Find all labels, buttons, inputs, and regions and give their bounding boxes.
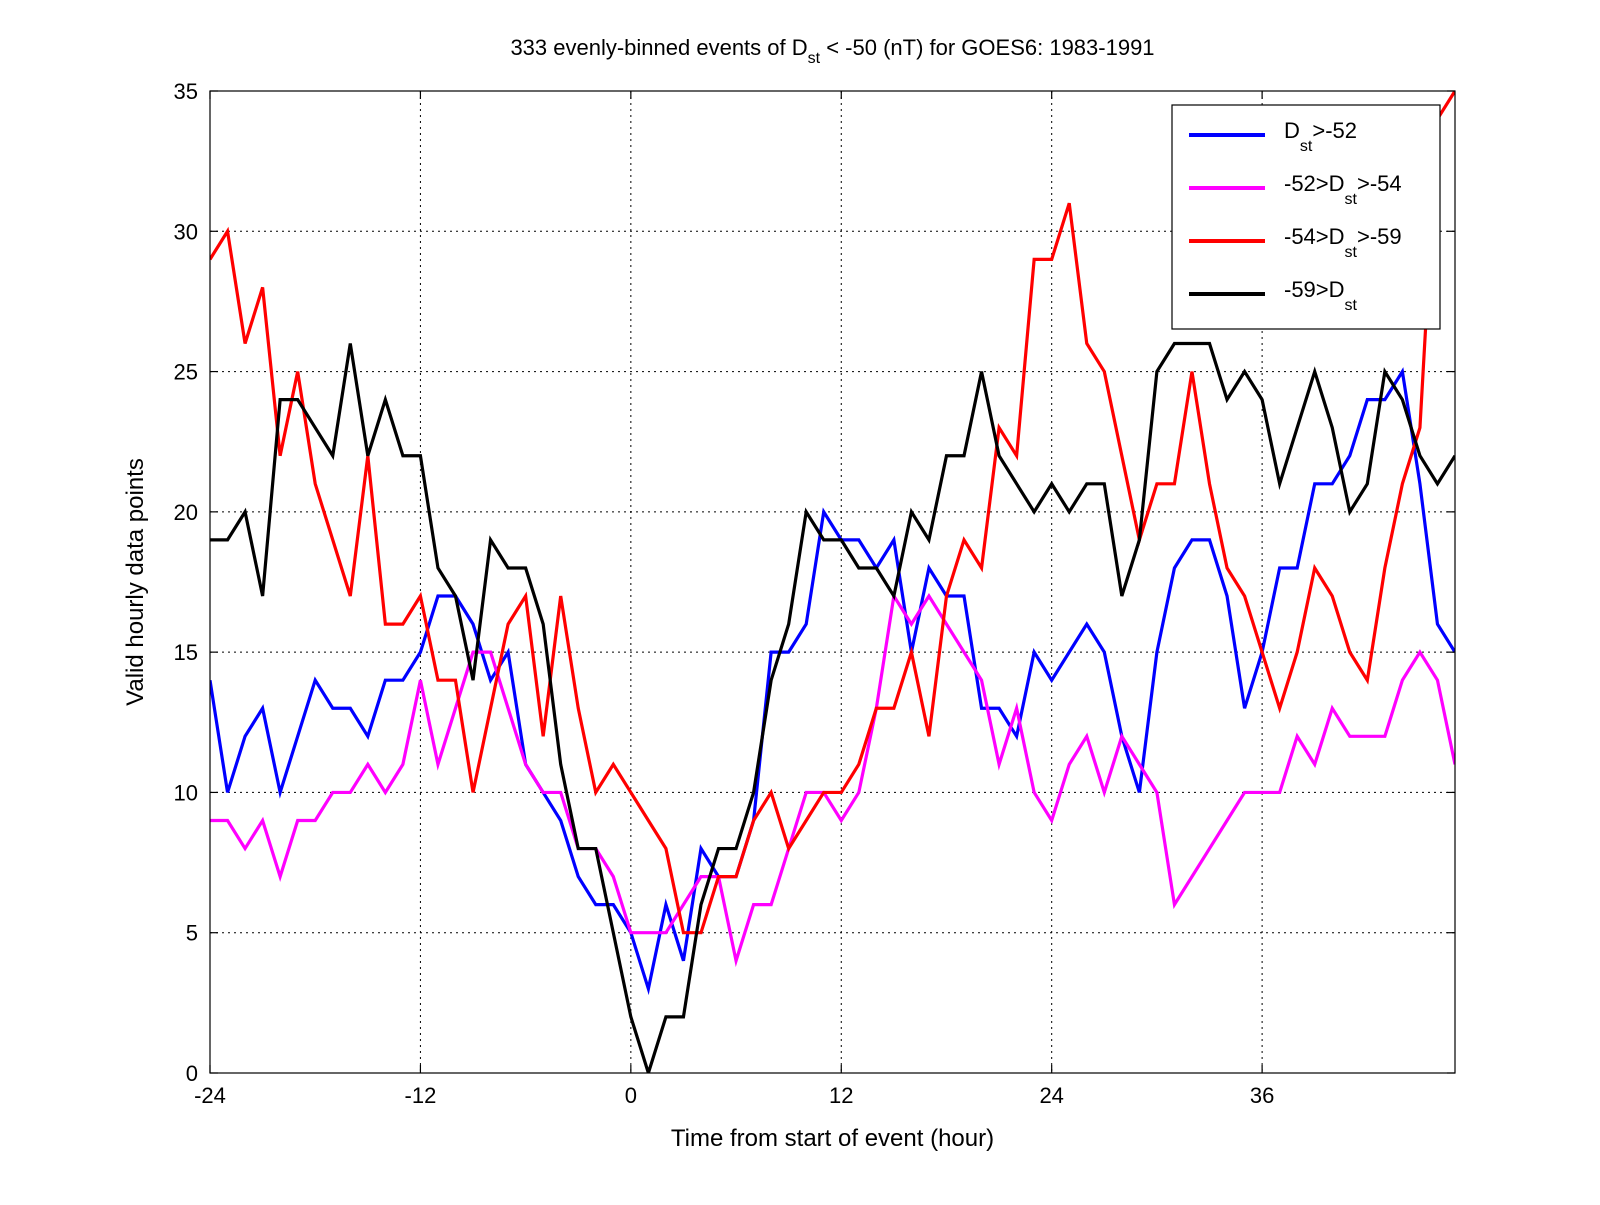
x-tick-label: 36: [1250, 1083, 1274, 1108]
series-line-1: [210, 367, 1455, 996]
legend-label-1: Dst>-52: [1284, 118, 1357, 155]
legend-label-suffix: >-54: [1357, 171, 1402, 196]
x-tick-label: 24: [1039, 1083, 1063, 1108]
chart-title: 333 evenly-binned events of Dst < -50 (n…: [510, 35, 1154, 67]
y-tick-label: 10: [174, 780, 198, 805]
legend-label-prefix: -59>D: [1284, 277, 1345, 302]
legend-label-suffix: >-59: [1357, 224, 1402, 249]
legend-label-2: -52>Dst>-54: [1284, 171, 1402, 208]
series-line-4: [210, 341, 1455, 1073]
y-tick-label: 30: [174, 219, 198, 244]
legend-label-subscript: st: [1300, 138, 1313, 155]
legend-label-prefix: -54>D: [1284, 224, 1345, 249]
legend-label-prefix: D: [1284, 118, 1300, 143]
x-tick-label: -12: [405, 1083, 437, 1108]
y-tick-label: 35: [174, 79, 198, 104]
legend-label-4: -59>Dst: [1284, 277, 1358, 314]
y-tick-label: 15: [174, 640, 198, 665]
chart-title-suffix: < -50 (nT) for GOES6: 1983-1991: [820, 35, 1154, 60]
chart-title-prefix: 333 evenly-binned events of D: [510, 35, 807, 60]
series-line-3: [210, 91, 1455, 935]
legend-label-suffix: >-52: [1312, 118, 1357, 143]
y-axis-label: Valid hourly data points: [122, 458, 149, 706]
legend: Dst>-52-52>Dst>-54-54>Dst>-59-59>Dst: [1171, 104, 1441, 330]
y-tick-label: 20: [174, 500, 198, 525]
x-tick-label: 0: [625, 1083, 637, 1108]
legend-label-prefix: -52>D: [1284, 171, 1345, 196]
legend-label-subscript: st: [1345, 244, 1358, 261]
legend-label-subscript: st: [1345, 191, 1358, 208]
y-tick-label: 0: [186, 1061, 198, 1086]
x-axis-label: Time from start of event (hour): [671, 1125, 994, 1152]
chart-title-subscript: st: [808, 50, 821, 67]
series-lines: [210, 91, 1455, 1073]
x-tick-label: 12: [829, 1083, 853, 1108]
series-line-2: [210, 591, 1455, 968]
legend-label-subscript: st: [1345, 297, 1358, 314]
legend-box: [1171, 104, 1441, 330]
plot-frame: [209, 90, 1456, 1074]
y-tick-label: 5: [186, 921, 198, 946]
legend-label-3: -54>Dst>-59: [1284, 224, 1402, 261]
x-tick-label: -24: [194, 1083, 226, 1108]
y-tick-label: 25: [174, 360, 198, 385]
axis-ticks: -24 -12 0 12 24 36 0 5 10 15 20 25 30 35: [174, 79, 1455, 1108]
